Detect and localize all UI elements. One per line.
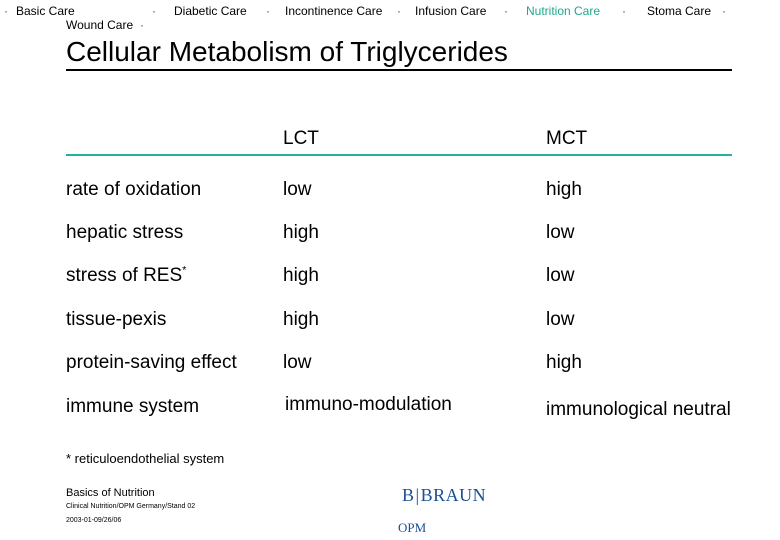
nav-separator: · xyxy=(140,18,144,32)
footnote-marker: * xyxy=(182,264,187,277)
nav-separator: · xyxy=(722,4,726,18)
nav-separator: · xyxy=(266,4,270,18)
table-row: rate of oxidation low high xyxy=(66,179,766,209)
nav-item-diabetic-care[interactable]: Diabetic Care xyxy=(174,4,247,18)
nav-item-incontinence-care[interactable]: Incontinence Care xyxy=(285,4,383,18)
page-title: Cellular Metabolism of Triglycerides xyxy=(66,35,732,71)
cell-mct: low xyxy=(546,222,575,243)
footer-doc-date: 2003-01-09/26/06 xyxy=(66,517,122,524)
footer-doc-title: Basics of Nutrition xyxy=(66,487,155,499)
cell-mct: low xyxy=(546,265,575,286)
nav-separator: · xyxy=(622,4,626,18)
logo-letter: B xyxy=(402,485,415,505)
row-label: immune system xyxy=(66,396,200,417)
cell-mct: immunological neutral xyxy=(546,399,731,420)
top-navigation: · Basic Care · Diabetic Care · Incontine… xyxy=(0,0,780,36)
nav-separator: · xyxy=(152,4,156,18)
cell-lct: high xyxy=(283,309,319,330)
row-label: stress of RES* xyxy=(66,265,186,287)
row-label: tissue-pexis xyxy=(66,309,167,330)
column-header-lct: LCT xyxy=(283,128,319,149)
footer-doc-subtitle: Clinical Nutrition/OPM Germany/Stand 02 xyxy=(66,503,196,510)
nav-separator: · xyxy=(504,4,508,18)
nav-separator: · xyxy=(397,4,401,18)
table-row: protein-saving effect low high xyxy=(66,352,766,382)
cell-lct: high xyxy=(283,265,319,286)
nav-item-nutrition-care[interactable]: Nutrition Care xyxy=(526,4,601,18)
row-label: protein-saving effect xyxy=(66,352,237,373)
logo-separator: | xyxy=(415,485,420,505)
cell-lct: low xyxy=(283,352,312,373)
table-row: hepatic stress high low xyxy=(66,222,766,252)
nav-item-stoma-care[interactable]: Stoma Care xyxy=(647,4,712,18)
cell-lct: high xyxy=(283,222,319,243)
cell-lct: low xyxy=(283,179,312,200)
row-label-text: stress of RES xyxy=(66,265,183,286)
logo-subtitle: OPM xyxy=(398,520,427,535)
table-row: stress of RES* high low xyxy=(66,265,766,295)
cell-mct: high xyxy=(546,179,582,200)
row-label: rate of oxidation xyxy=(66,179,202,200)
nav-item-infusion-care[interactable]: Infusion Care xyxy=(415,4,487,18)
column-header-mct: MCT xyxy=(546,128,588,149)
cell-mct: low xyxy=(546,309,575,330)
table-header: LCT MCT xyxy=(66,118,732,156)
cell-lct: immuno-modulation xyxy=(285,394,452,415)
nav-separator: · xyxy=(4,4,8,18)
logo-wordmark: BRAUN xyxy=(420,485,487,505)
row-label: hepatic stress xyxy=(66,222,184,243)
table-row: immune system immuno-modulation immunolo… xyxy=(66,394,766,426)
braun-logo: B|BRAUN xyxy=(402,485,486,506)
nav-item-wound-care[interactable]: Wound Care xyxy=(66,18,134,32)
cell-mct: high xyxy=(546,352,582,373)
table-row: tissue-pexis high low xyxy=(66,309,766,339)
footnote: * reticuloendothelial system xyxy=(66,451,225,466)
nav-item-basic-care[interactable]: Basic Care xyxy=(16,4,75,18)
